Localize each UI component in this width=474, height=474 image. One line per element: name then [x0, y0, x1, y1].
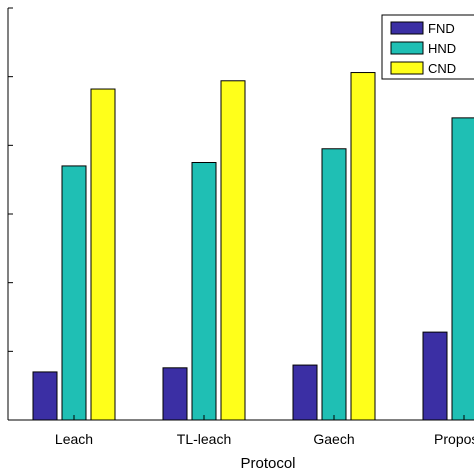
- bar-fnd-0: [32, 371, 58, 421]
- bar-cnd-2: [350, 72, 376, 421]
- x-axis-label: Protocol: [240, 455, 295, 472]
- bar-fnd-2: [292, 364, 318, 421]
- legend-swatch-cnd: [390, 61, 424, 75]
- bar-cnd-0: [90, 88, 116, 421]
- x-tick-label: Proposed: [434, 431, 474, 447]
- legend-items: FND HND CND: [390, 21, 456, 76]
- bar-hnd-1: [191, 162, 217, 421]
- bars-group: [32, 72, 474, 421]
- legend-label-cnd: CND: [428, 61, 456, 76]
- legend-swatch-hnd: [390, 41, 424, 55]
- legend-swatch-fnd: [390, 21, 424, 35]
- legend: FND HND CND: [381, 14, 474, 80]
- bar-hnd-0: [61, 165, 87, 421]
- bar-hnd-2: [321, 148, 347, 421]
- bar-fnd-3: [422, 331, 448, 421]
- x-tick-label: Gaech: [313, 431, 354, 447]
- bar-fnd-1: [162, 367, 188, 421]
- x-ticks: Leach TL-leach Gaech Proposed: [55, 415, 474, 447]
- legend-label-hnd: HND: [428, 41, 456, 56]
- bar-hnd-3: [451, 117, 474, 421]
- legend-label-fnd: FND: [428, 21, 455, 36]
- bar-cnd-1: [220, 80, 246, 421]
- y-ticks: [8, 7, 13, 421]
- x-tick-label: Leach: [55, 431, 93, 447]
- x-tick-label: TL-leach: [177, 431, 231, 447]
